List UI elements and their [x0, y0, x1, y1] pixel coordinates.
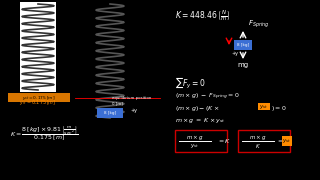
Text: mg: mg: [237, 62, 249, 68]
Text: $y_{st}$: $y_{st}$: [190, 142, 200, 150]
Text: $) = 0$: $) = 0$: [271, 104, 287, 113]
Text: $y_{st}=0.175\,[m]$: $y_{st}=0.175\,[m]$: [20, 98, 57, 107]
Text: $y_{st}$: $y_{st}$: [260, 102, 268, 111]
Text: $\sum F_y = 0$: $\sum F_y = 0$: [175, 75, 206, 90]
Text: $K = \dfrac{8\,[kg] \times 9.81\,\left[\frac{m}{sec^2}\right]}{0.175\,[m]}$: $K = \dfrac{8\,[kg] \times 9.81\,\left[\…: [10, 125, 79, 143]
Bar: [282, 136, 292, 146]
Text: $y_{st}$: $y_{st}$: [283, 137, 292, 145]
Bar: [97, 108, 123, 118]
Text: $(m \times g) - (K \times$: $(m \times g) - (K \times$: [175, 104, 220, 113]
Text: 8 [kg]: 8 [kg]: [237, 43, 249, 47]
Text: $y_{st}=0.175\,[m]$: $y_{st}=0.175\,[m]$: [22, 94, 56, 102]
Bar: [8, 93, 70, 102]
Text: +y: +y: [130, 107, 137, 112]
Text: equilibrium position: equilibrium position: [112, 96, 151, 100]
Bar: [238, 130, 290, 152]
Text: $K$: $K$: [255, 142, 261, 150]
Text: $=$: $=$: [276, 138, 284, 143]
Text: $K = 448.46\,\left[\frac{N}{m}\right]$: $K = 448.46\,\left[\frac{N}{m}\right]$: [175, 8, 230, 23]
Text: +y: +y: [231, 51, 238, 56]
Text: $m \times g$: $m \times g$: [186, 132, 204, 141]
Text: $= K$: $= K$: [217, 137, 231, 145]
Text: $F_{Spring}$: $F_{Spring}$: [248, 18, 270, 30]
Text: $m \times g$: $m \times g$: [249, 132, 267, 141]
Text: 0 [m]: 0 [m]: [112, 101, 123, 105]
Bar: [258, 103, 270, 110]
Bar: [175, 130, 227, 152]
Bar: [234, 40, 252, 50]
Text: $m \times g\; = \;K \times y_{st}$: $m \times g\; = \;K \times y_{st}$: [175, 116, 225, 125]
Text: $(m \times g)\;-\;F_{Spring} = 0$: $(m \times g)\;-\;F_{Spring} = 0$: [175, 92, 240, 102]
Text: 8 [kg]: 8 [kg]: [104, 111, 116, 115]
Bar: [20, 2, 56, 92]
